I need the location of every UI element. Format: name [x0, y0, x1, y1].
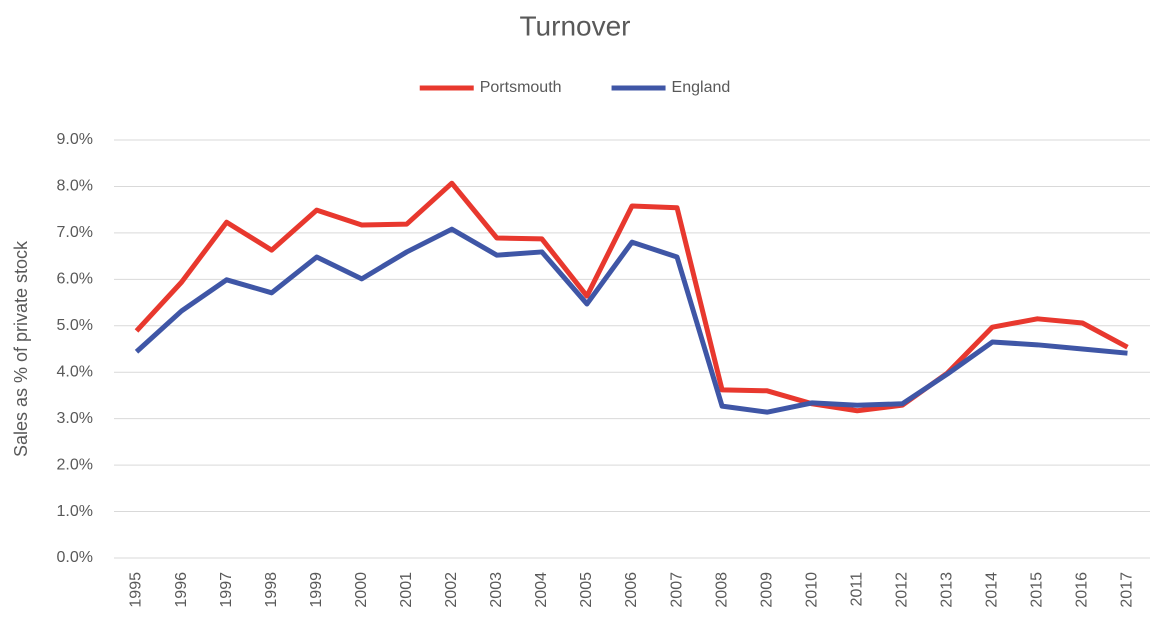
x-tick-label: 2000 [353, 572, 370, 608]
legend-label: England [672, 79, 731, 96]
x-tick-label: 2001 [398, 572, 415, 608]
x-tick-label: 2002 [443, 572, 460, 608]
x-tick-label: 2011 [848, 572, 865, 607]
x-tick-label: 1995 [128, 572, 145, 608]
x-tick-label: 2007 [668, 572, 685, 608]
x-tick-label: 2013 [939, 572, 956, 608]
x-tick-label: 2010 [803, 572, 820, 608]
y-axis-label: Sales as % of private stock [11, 240, 31, 457]
chart-title: Turnover [519, 10, 630, 41]
legend-label: Portsmouth [480, 79, 562, 96]
y-tick-label: 4.0% [57, 363, 93, 380]
line-series [134, 180, 1129, 414]
line-series [134, 226, 1128, 415]
y-tick-label: 5.0% [57, 317, 93, 334]
x-tick-label: 2009 [758, 572, 775, 608]
y-tick-label: 2.0% [57, 456, 93, 473]
y-tick-label: 3.0% [57, 410, 93, 427]
y-tick-label: 9.0% [57, 131, 93, 148]
x-tick-label: 2012 [893, 572, 910, 608]
x-tick-label: 2015 [1029, 572, 1046, 608]
x-tick-label: 2004 [533, 572, 550, 608]
y-tick-label: 8.0% [57, 178, 93, 195]
y-tick-label: 1.0% [57, 503, 93, 520]
x-tick-label: 2008 [713, 572, 730, 608]
x-tick-label: 1999 [308, 572, 325, 608]
y-tick-label: 7.0% [57, 224, 93, 241]
x-tick-label: 2016 [1074, 572, 1091, 608]
x-tick-label: 2006 [623, 572, 640, 608]
x-tick-label: 2005 [578, 572, 595, 608]
x-tick-label: 1998 [263, 572, 280, 608]
x-tick-label: 1996 [173, 572, 190, 608]
x-tick-label: 1997 [218, 572, 235, 608]
x-tick-label: 2003 [488, 572, 505, 608]
x-tick-label: 2017 [1119, 572, 1136, 608]
y-tick-label: 6.0% [57, 271, 93, 288]
x-tick-label: 2014 [984, 572, 1001, 608]
y-tick-label: 0.0% [57, 549, 93, 566]
